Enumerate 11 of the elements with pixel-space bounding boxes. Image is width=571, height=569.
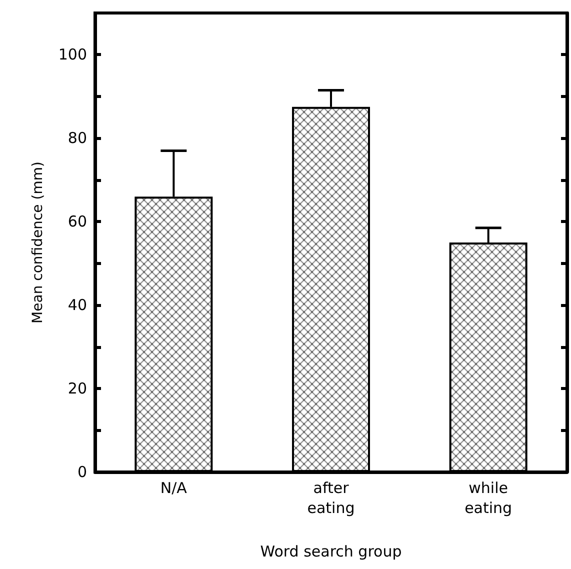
y-tick-label: 80 [68,129,87,148]
x-tick-label: N/A [160,479,188,497]
y-tick-label: 40 [68,296,87,314]
y-tick-label: 0 [77,463,87,481]
x-axis-title: Word search group [260,542,402,560]
x-tick-label: while eating [464,479,512,517]
y-tick-label: 100 [58,46,87,64]
y-tick-label: 20 [68,380,87,398]
y-axis-title: Mean confidence (mm) [30,162,46,324]
x-tick-label: after eating [307,479,355,517]
y-tick-label: 60 [68,212,87,231]
